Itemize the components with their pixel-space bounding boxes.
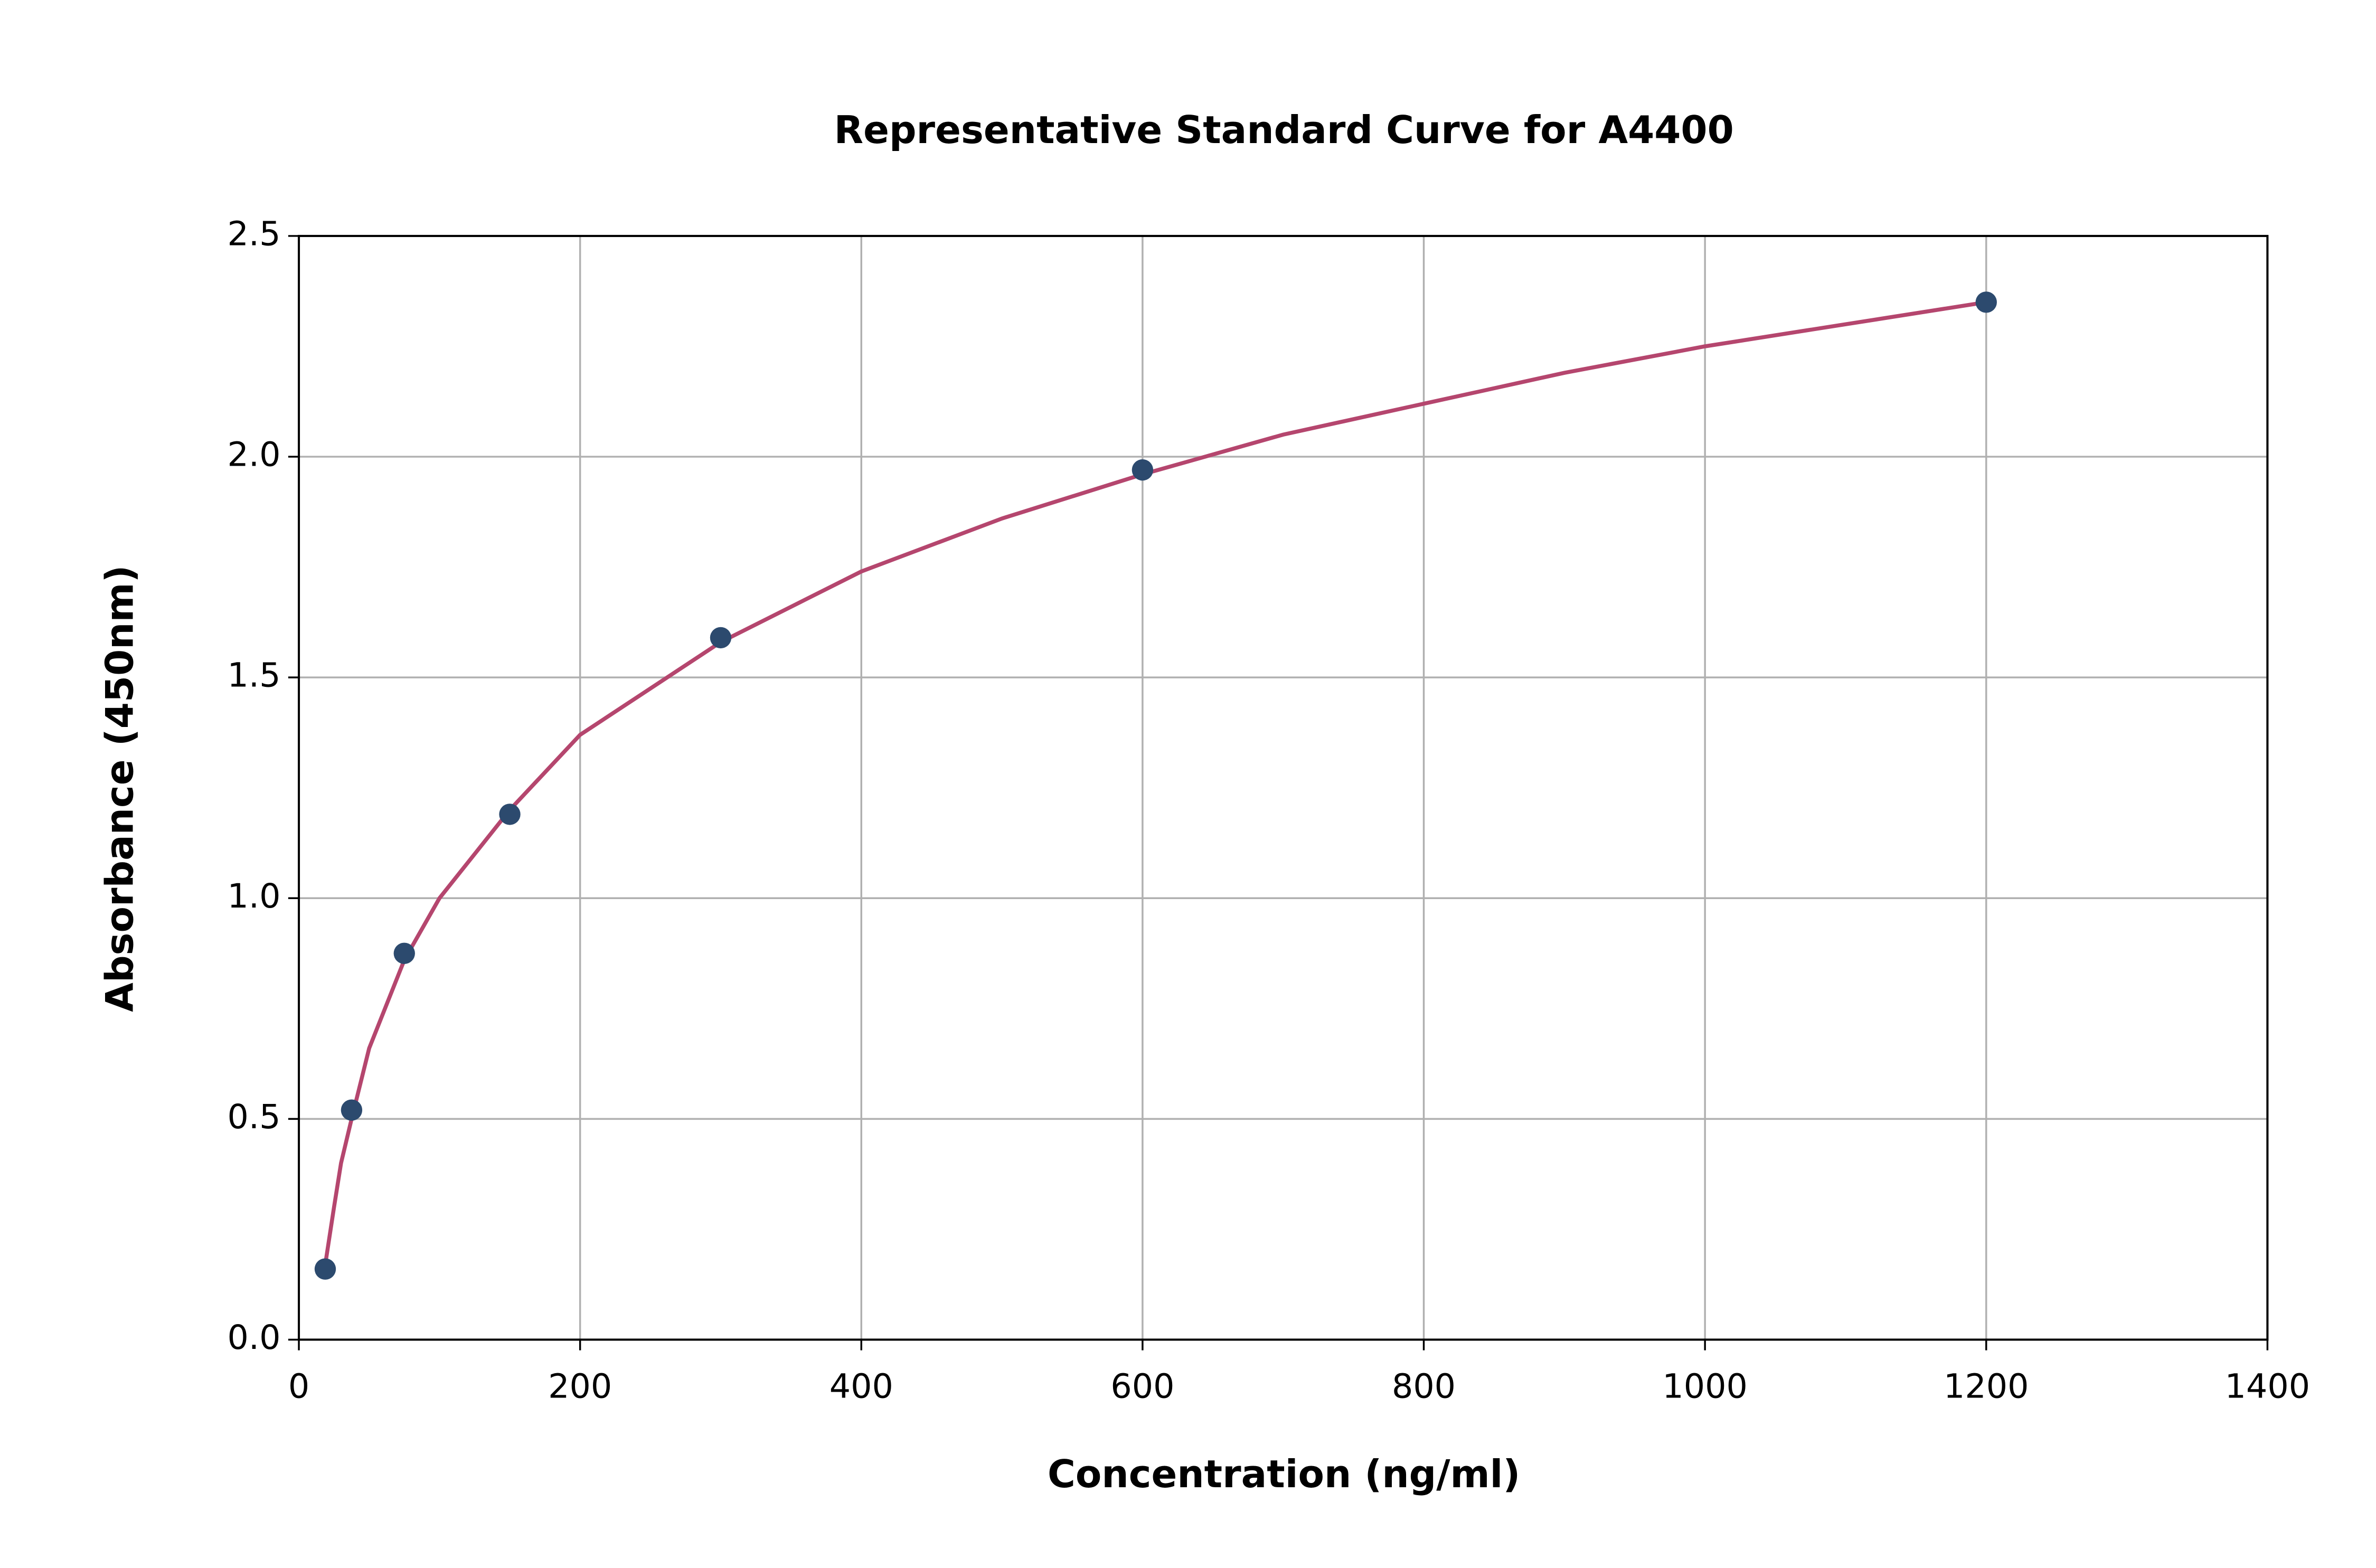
x-tick-label: 1000 <box>1662 1366 1747 1405</box>
chart-title: Representative Standard Curve for A4400 <box>834 108 1734 152</box>
x-axis-label: Concentration (ng/ml) <box>1048 1452 1520 1496</box>
fit-curve <box>323 300 1987 1265</box>
x-tick-label: 600 <box>1110 1366 1174 1405</box>
x-tick-label: 1200 <box>1944 1366 2029 1405</box>
data-point <box>341 1099 363 1121</box>
data-point <box>710 627 732 649</box>
y-tick-label: 2.0 <box>228 435 281 474</box>
plot-frame <box>298 234 2269 1341</box>
data-point <box>499 804 521 825</box>
y-tick-label: 1.5 <box>228 656 281 695</box>
data-point <box>1132 459 1154 481</box>
data-point <box>393 942 415 964</box>
x-tick-label: 1400 <box>2225 1366 2310 1405</box>
y-axis-label: Absorbance (450nm) <box>98 565 142 1012</box>
y-tick-label: 0.0 <box>228 1318 281 1357</box>
y-tick-label: 1.0 <box>228 876 281 915</box>
x-tick-label: 800 <box>1392 1366 1456 1405</box>
x-tick-label: 200 <box>548 1366 612 1405</box>
y-tick-label: 2.5 <box>228 214 281 253</box>
data-point <box>314 1258 336 1280</box>
x-tick-label: 0 <box>288 1366 309 1405</box>
x-tick-label: 400 <box>829 1366 893 1405</box>
data-point <box>1975 291 1997 313</box>
y-tick-label: 0.5 <box>228 1097 281 1136</box>
